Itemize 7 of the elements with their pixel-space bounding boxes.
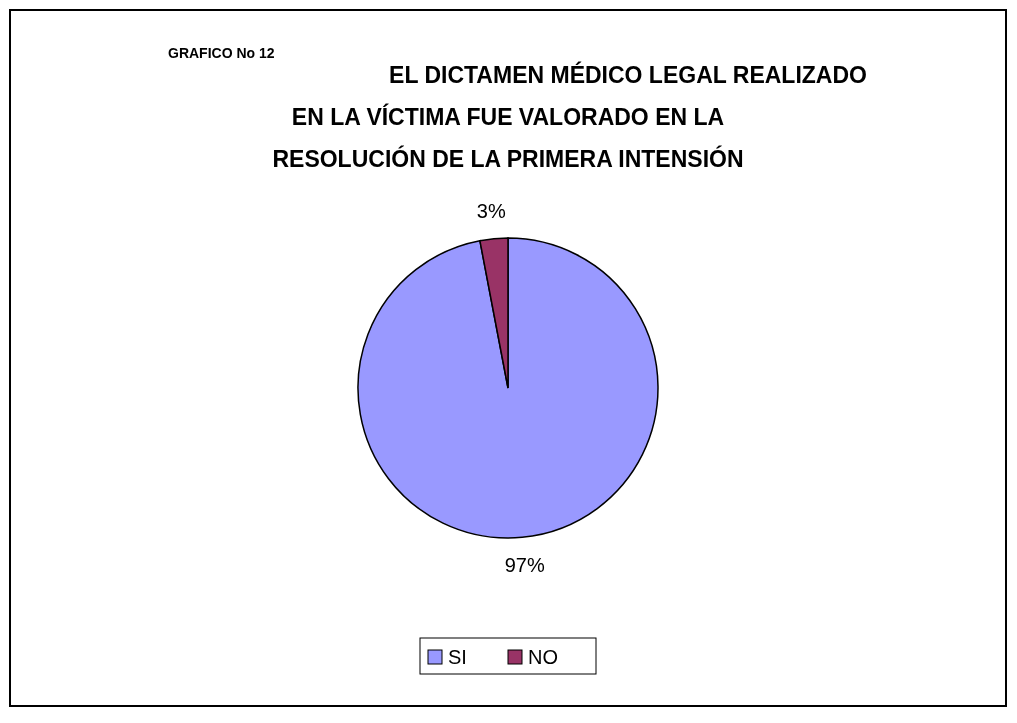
text: GRAFICO No 12	[168, 45, 275, 61]
legend-label: NO	[528, 646, 558, 668]
legend-label: SI	[448, 646, 467, 668]
chart-title: EL DICTAMEN MÉDICO LEGAL REALIZADO EN LA VÍCTIMA FUE VALORADO EN LA RESOLUCIÓN DE LA PRIMERA INTENSIÓN	[272, 61, 867, 172]
data-label: 97%	[504, 554, 545, 577]
data-label: 3%	[476, 199, 506, 222]
pie-slice	[357, 237, 659, 539]
